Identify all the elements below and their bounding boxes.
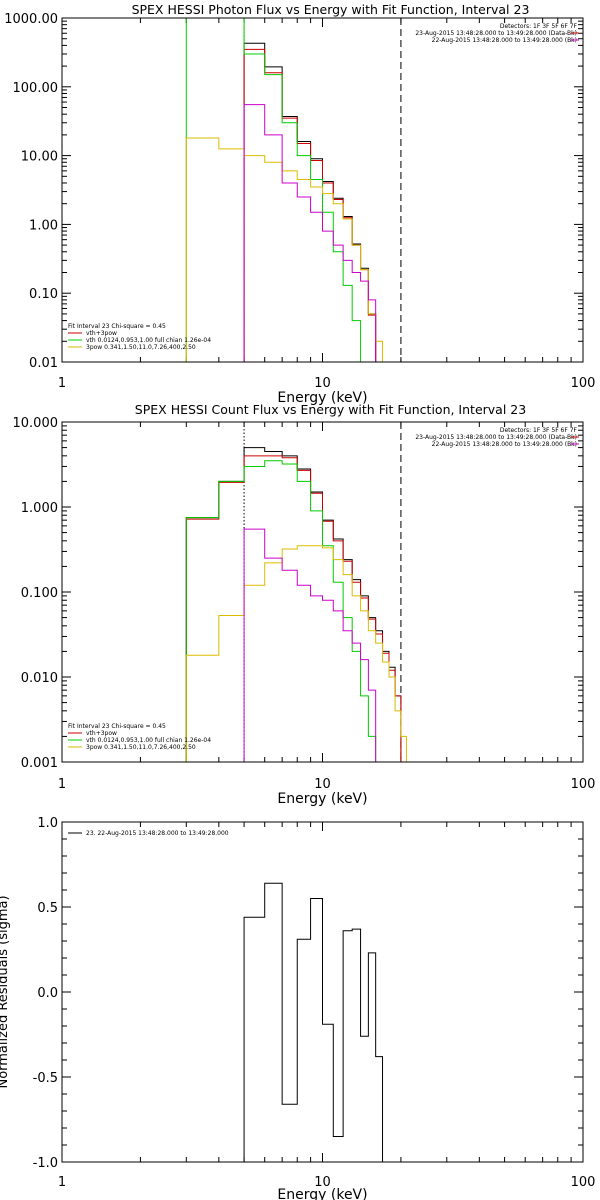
x-axis-label: Energy (keV) (277, 791, 367, 807)
y-tick-label: 0.0 (37, 986, 58, 1001)
y-tick-label: 1.000 (21, 501, 58, 516)
y-tick-label: 0.100 (21, 586, 58, 601)
chart-title: SPEX HESSI Count Flux vs Energy with Fit… (135, 402, 526, 417)
x-tick-label: 1 (58, 376, 66, 391)
legend-entry: Fit Interval 23 Chi-square = 0.45 (68, 323, 166, 330)
series-line-1 (243, 42, 377, 362)
header-line: 23-Aug-2015 13:48:28.000 to 13:49:28.000… (415, 434, 577, 441)
y-tick-label: -0.5 (33, 1071, 58, 1086)
legend-entry: vth+3pow (86, 330, 117, 337)
y-tick-label: 1.0 (37, 816, 58, 831)
series-line-2 (243, 48, 377, 362)
plot-frame (61, 421, 584, 763)
series-line-4 (185, 137, 389, 362)
x-tick-label: 100 (571, 376, 596, 391)
legend-entry: vth 0.0124,0.953,1.00 full chian 1.26e-0… (86, 337, 211, 344)
series-line-4 (185, 545, 412, 762)
y-tick-label: 0.10 (29, 287, 58, 302)
series-line-5 (243, 104, 383, 362)
x-tick-label: 100 (571, 777, 596, 792)
x-tick-label: 1 (58, 777, 66, 792)
series-line-2 (185, 455, 402, 762)
legend-entry: Fit Interval 23 Chi-square = 0.45 (68, 723, 166, 730)
x-axis-label: Energy (keV) (277, 1187, 367, 1200)
y-tick-label: 1000.00 (4, 12, 58, 27)
plot-frame (61, 17, 584, 363)
chart-panel-3: 1 10 100 -1.0 -0.5 0.0 0.5 1.0 Energy (keV) Norma… (0, 816, 595, 1200)
plot-area (185, 422, 412, 762)
x-tick-label: 100 (571, 1175, 596, 1190)
y-tick-label: -1.0 (33, 1156, 58, 1171)
legend-entry: 3pow 0.341,1.50,11.0,7.26,400,2.50 (86, 744, 196, 751)
legend-entry: 23. 22-Aug-2015 13:48:28.000 to 13:49:28… (86, 830, 229, 837)
y-tick-label: 1.00 (29, 218, 58, 233)
x-tick-label: 1 (58, 1175, 66, 1190)
header-line: 22-Aug-2015 13:48:28.000 to 13:49:28.000… (432, 37, 577, 44)
legend-entry: vth+3pow (86, 730, 117, 737)
y-tick-label: 100.00 (13, 81, 59, 96)
header-line: Detectors: 1F 3F 5F 6F 7F (500, 427, 578, 434)
legend-entry: vth 0.0124,0.953,1.00 full chian 1.26e-0… (86, 737, 211, 744)
chart-title: SPEX HESSI Photon Flux vs Energy with Fi… (132, 2, 530, 17)
x-tick-label: 10 (314, 376, 331, 391)
header-line: Detectors: 1F 3F 5F 6F 7F (500, 23, 578, 30)
legend-entry: 3pow 0.341,1.50,11.0,7.26,400,2.50 (86, 344, 196, 351)
header-line: 23-Aug-2015 13:48:28.000 to 13:49:28.000… (415, 30, 577, 37)
y-axis-label: Normalized Residuals (sigma) (0, 895, 11, 1088)
chart-panel-1: SPEX HESSI Photon Flux vs Energy with Fi… (4, 2, 596, 406)
series-line-3 (185, 18, 369, 362)
series-line-5 (243, 528, 383, 762)
x-tick-label: 10 (314, 777, 331, 792)
series-line-1 (185, 447, 402, 762)
chart-panel-2: SPEX HESSI Count Flux vs Energy with Fit… (13, 402, 596, 807)
header-line: 22-Aug-2015 13:48:28.000 to 13:49:28.000… (432, 441, 577, 448)
y-tick-label: 0.010 (21, 671, 58, 686)
plot-area (185, 18, 402, 362)
x-tick-label: 10 (314, 1175, 331, 1190)
y-tick-label: 10.000 (13, 416, 59, 431)
y-tick-label: 0.5 (37, 901, 58, 916)
plot-frame (61, 821, 584, 1163)
x-axis-label: Energy (keV) (277, 390, 367, 406)
y-tick-label: 10.00 (21, 150, 58, 165)
y-tick-label: 0.01 (29, 356, 58, 371)
y-tick-label: 0.001 (21, 756, 58, 771)
series-line-3 (185, 460, 377, 762)
series-line-1 (243, 882, 384, 1162)
plot-area (243, 882, 384, 1162)
